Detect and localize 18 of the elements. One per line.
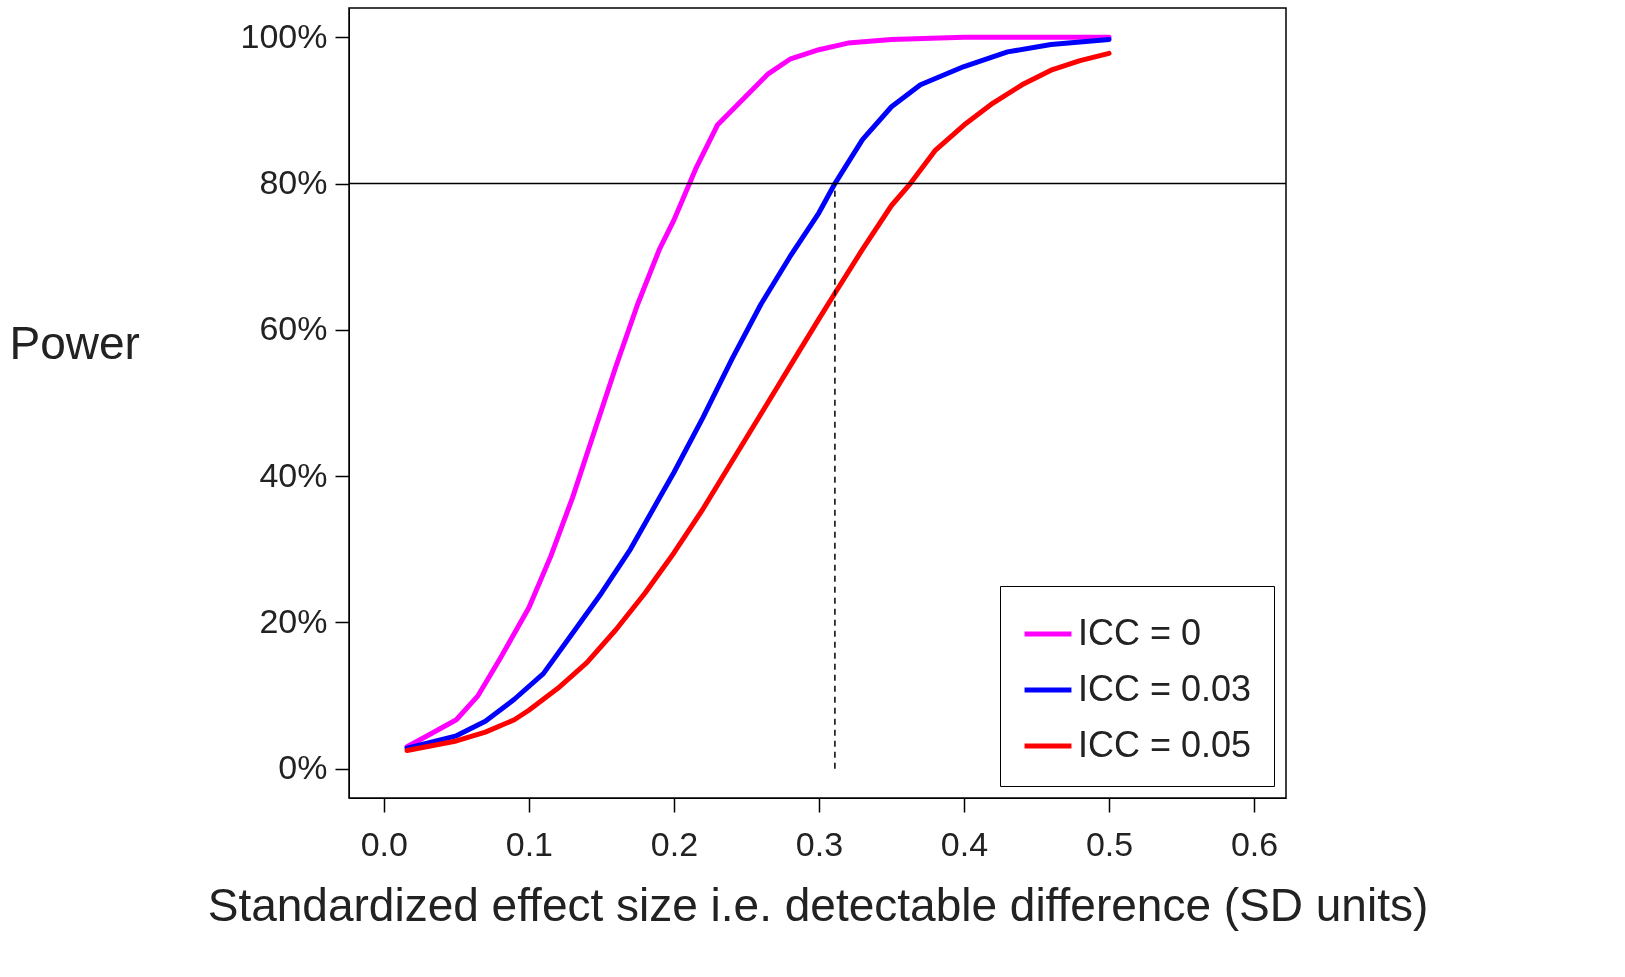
legend-label: ICC = 0.03: [1078, 668, 1252, 709]
y-tick-label: 0%: [278, 748, 328, 787]
x-tick-label: 0.6: [1230, 824, 1279, 863]
x-tick-label: 0.3: [795, 824, 844, 863]
y-tick-label: 60%: [259, 309, 328, 348]
x-tick-label: 0.2: [650, 824, 699, 863]
x-tick-label: 0.1: [505, 824, 553, 863]
y-tick-label: 80%: [259, 163, 328, 202]
y-tick-label: 100%: [240, 16, 328, 55]
y-axis-title: Power: [9, 316, 140, 369]
x-axis-title: Standardized effect size i.e. detectable difference (SD units): [207, 878, 1429, 931]
y-tick-label: 40%: [259, 455, 328, 494]
legend-label: ICC = 0.05: [1078, 724, 1252, 765]
x-tick-label: 0.4: [940, 824, 989, 863]
x-tick-label: 0.5: [1085, 824, 1134, 863]
y-tick-label: 20%: [259, 601, 328, 640]
legend-label: ICC = 0: [1078, 612, 1202, 653]
x-tick-label: 0.0: [360, 824, 408, 863]
